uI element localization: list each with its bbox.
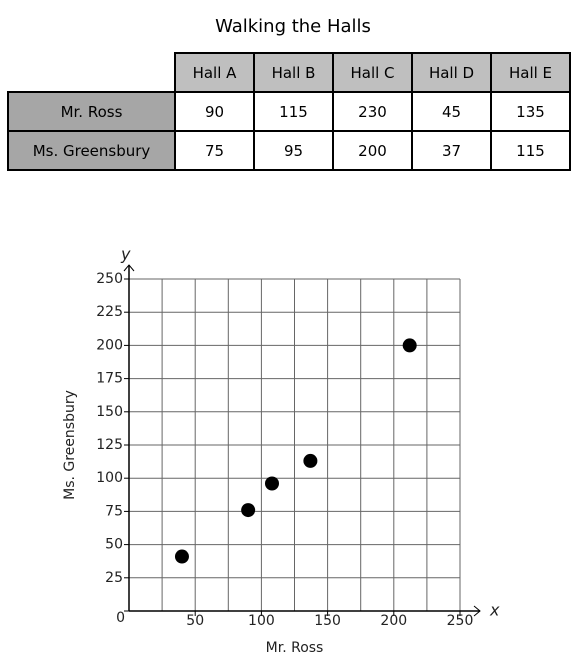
- cell: 135: [490, 91, 571, 132]
- column-header: Hall B: [253, 52, 334, 93]
- table-row: Ms. Greensbury 75 95 200 37 115: [7, 130, 571, 171]
- x-axis-letter: x: [489, 601, 500, 620]
- column-header: Hall C: [332, 52, 413, 93]
- point: [264, 476, 279, 491]
- cell: 200: [332, 130, 413, 171]
- y-tick-label: 25: [105, 570, 123, 586]
- data-table: Hall A Hall B Hall C Hall D Hall E Mr. Ross 9…: [7, 52, 571, 171]
- row-label: Mr. Ross: [7, 91, 176, 132]
- y-axis-label: Ms. Greensbury: [62, 390, 78, 500]
- column-header: Hall A: [174, 52, 255, 93]
- column-header: Hall E: [490, 52, 571, 93]
- y-tick-label: 175: [96, 371, 123, 387]
- cell: 90: [174, 91, 255, 132]
- y-tick-label: 200: [96, 337, 123, 353]
- y-tick-label: 225: [96, 304, 123, 320]
- y-tick-label: 50: [105, 537, 123, 553]
- row-label: Ms. Greensbury: [7, 130, 176, 171]
- table-body: Mr. Ross 90 115 230 45 135 Ms. Greensbury 75 95 2…: [7, 91, 571, 171]
- cell: 115: [490, 130, 571, 171]
- x-arrow: [473, 605, 481, 617]
- x-tick-label: 100: [248, 613, 275, 629]
- y-tick-label: 125: [96, 437, 123, 453]
- y-axis-letter: y: [120, 245, 131, 264]
- cell: 75: [174, 130, 255, 171]
- y-tick-label: 0: [116, 610, 125, 626]
- x-tick-label: 150: [314, 613, 341, 629]
- table-row: Mr. Ross 90 115 230 45 135: [7, 91, 571, 132]
- y-tick-label: 100: [96, 470, 123, 486]
- table-title: Walking the Halls: [215, 16, 371, 37]
- x-tick-label: 50: [186, 613, 204, 629]
- y-arrow: [123, 264, 135, 272]
- point: [303, 453, 318, 468]
- header-row: Hall A Hall B Hall C Hall D Hall E: [8, 52, 571, 93]
- point: [402, 338, 417, 353]
- corner-cell: [8, 53, 175, 93]
- x-tick-label: 250: [447, 613, 474, 629]
- point: [241, 503, 256, 518]
- cell: 115: [253, 91, 334, 132]
- point: [174, 549, 189, 564]
- y-tick-label: 75: [105, 503, 123, 519]
- y-tick-label: 250: [96, 271, 123, 287]
- cell: 95: [253, 130, 334, 171]
- x-axis-label: Mr. Ross: [266, 640, 324, 656]
- x-tick-label: 200: [380, 613, 407, 629]
- cell: 45: [411, 91, 492, 132]
- cell: 37: [411, 130, 492, 171]
- column-header: Hall D: [411, 52, 492, 93]
- y-tick-label: 150: [96, 404, 123, 420]
- cell: 230: [332, 91, 413, 132]
